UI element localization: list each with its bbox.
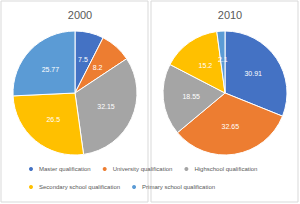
svg-text:25.77: 25.77 (42, 66, 60, 73)
svg-text:32.65: 32.65 (222, 123, 240, 130)
svg-text:2.1: 2.1 (218, 56, 228, 63)
svg-text:18.55: 18.55 (182, 93, 200, 100)
svg-text:Secondary school qualification: Secondary school qualification (39, 184, 120, 190)
svg-text:8.2: 8.2 (93, 64, 103, 71)
svg-text:2010: 2010 (218, 9, 242, 21)
svg-text:30.91: 30.91 (244, 70, 262, 77)
svg-text:7.5: 7.5 (78, 56, 88, 63)
svg-text:Master qualification: Master qualification (39, 166, 91, 172)
svg-text:32.15: 32.15 (97, 103, 115, 110)
svg-text:Highschool qualification: Highschool qualification (194, 166, 257, 172)
svg-text:15.2: 15.2 (199, 62, 213, 69)
svg-text:2000: 2000 (68, 9, 92, 21)
svg-text:University qualification: University qualification (113, 166, 173, 172)
svg-text:26.5: 26.5 (46, 116, 60, 123)
svg-text:Primary school qualification: Primary school qualification (142, 184, 215, 190)
